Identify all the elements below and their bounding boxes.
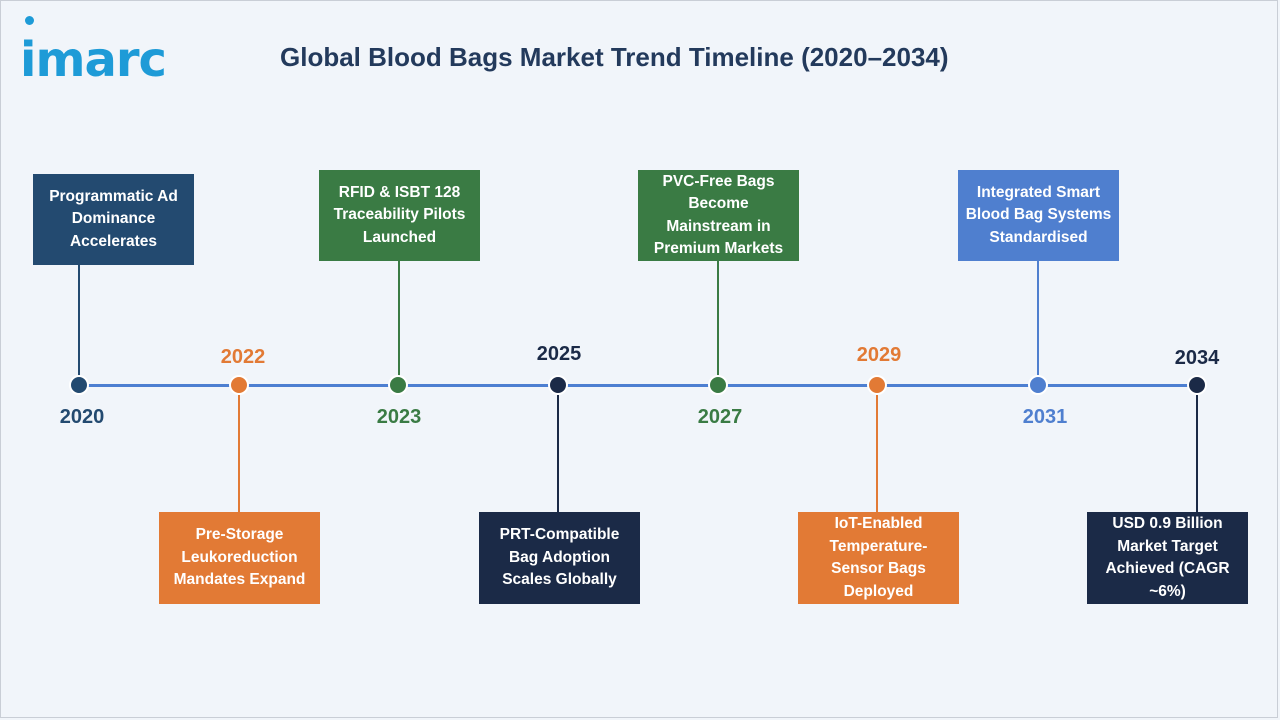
milestone-box-2023: RFID & ISBT 128 Traceability Pilots Laun… [319, 170, 480, 261]
logo-text: imarc [20, 32, 167, 88]
logo-dot [25, 16, 34, 25]
timeline-node-2025 [548, 375, 568, 395]
milestone-box-2034: USD 0.9 Billion Market Target Achieved (… [1087, 512, 1248, 604]
timeline-node-2020 [69, 375, 89, 395]
year-label-2034: 2034 [1174, 347, 1220, 369]
connector-2029 [876, 395, 878, 512]
year-label-2022: 2022 [220, 346, 266, 368]
connector-2023 [398, 261, 400, 385]
year-label-2029: 2029 [856, 344, 902, 366]
timeline-node-2029 [867, 375, 887, 395]
timeline-node-2027 [708, 375, 728, 395]
timeline-node-2023 [388, 375, 408, 395]
timeline-axis [79, 384, 1198, 387]
connector-2022 [238, 395, 240, 512]
year-label-2027: 2027 [697, 406, 743, 428]
year-label-2023: 2023 [376, 406, 422, 428]
connector-2025 [557, 395, 559, 512]
milestone-box-2025: PRT-Compatible Bag Adoption Scales Globa… [479, 512, 640, 604]
imarc-logo: imarc [20, 12, 210, 88]
timeline-node-2031 [1028, 375, 1048, 395]
milestone-box-2022: Pre-Storage Leukoreduction Mandates Expa… [159, 512, 320, 604]
milestone-box-2029: IoT-Enabled Temperature-Sensor Bags Depl… [798, 512, 959, 604]
year-label-2020: 2020 [59, 406, 105, 428]
milestone-box-2027: PVC-Free Bags Become Mainstream in Premi… [638, 170, 799, 261]
year-label-2031: 2031 [1022, 406, 1068, 428]
connector-2027 [717, 261, 719, 385]
milestone-box-2020: Programmatic Ad Dominance Accelerates [33, 174, 194, 265]
connector-2034 [1196, 395, 1198, 512]
page-title: Global Blood Bags Market Trend Timeline … [280, 42, 949, 72]
year-label-2025: 2025 [536, 343, 582, 365]
connector-2031 [1037, 261, 1039, 385]
timeline-node-2022 [229, 375, 249, 395]
connector-2020 [78, 265, 80, 385]
milestone-box-2031: Integrated Smart Blood Bag Systems Stand… [958, 170, 1119, 261]
timeline-node-2034 [1187, 375, 1207, 395]
